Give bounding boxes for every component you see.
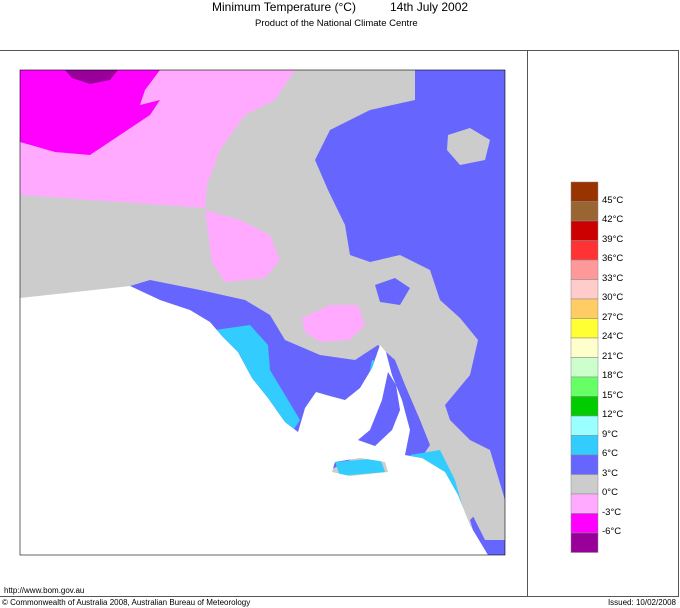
zone-3-6-east	[315, 70, 505, 555]
legend-label: 6°C	[602, 448, 618, 459]
map-subtitle: Product of the National Climate Centre	[255, 18, 418, 29]
legend-label: -3°C	[602, 506, 622, 518]
zone-6-9-island	[335, 458, 385, 476]
legend-swatch	[570, 298, 599, 319]
legend-swatch	[570, 201, 599, 222]
legend-label: 12°C	[602, 409, 624, 420]
legend-label: 9°C	[602, 428, 618, 440]
legend-swatch	[570, 240, 599, 261]
map-border	[19, 69, 506, 556]
legend-swatch	[570, 318, 599, 339]
legend-label: 3°C	[602, 467, 618, 479]
legend-swatch	[570, 279, 599, 300]
copyright: © Commonwealth of Australia 2008, Austra…	[2, 598, 251, 607]
zone-minus6-minus3	[20, 70, 160, 155]
zone-minus3-0-blob	[205, 210, 280, 282]
legend	[570, 181, 599, 553]
zone-6-9-west	[215, 325, 300, 432]
divider	[527, 50, 528, 597]
legend-swatch	[570, 493, 599, 514]
legend-swatch	[570, 337, 599, 358]
legend-swatch	[570, 474, 599, 495]
zone-minus3-0-gulf	[302, 305, 365, 342]
legend-swatch	[570, 435, 599, 456]
legend-swatch	[570, 181, 599, 202]
legend-swatch	[570, 513, 599, 534]
issued-date: Issued: 10/02/2008	[607, 598, 676, 607]
legend-swatch	[570, 357, 599, 378]
zone-0-3-island	[447, 128, 490, 165]
legend-label: 42°C	[602, 214, 624, 225]
legend-label: 45°C	[602, 194, 624, 206]
map-date: 14th July 2002	[390, 0, 469, 14]
legend-swatch	[570, 454, 599, 475]
legend-label: 18°C	[602, 370, 624, 381]
zone-0-3-southeast	[462, 445, 505, 540]
legend-swatch	[570, 415, 599, 436]
legend-label: 21°C	[602, 350, 624, 362]
legend-swatch	[570, 532, 599, 553]
legend-label: 36°C	[602, 253, 624, 264]
legend-label: 39°C	[602, 233, 624, 245]
legend-swatch	[570, 376, 599, 397]
map-title: Minimum Temperature (°C)	[212, 0, 356, 14]
map-frame	[0, 50, 679, 597]
legend-swatch	[570, 220, 599, 241]
legend-label: 0°C	[602, 487, 618, 498]
legend-label: 15°C	[602, 389, 624, 401]
zone-below-minus6	[65, 70, 118, 84]
legend-label: 24°C	[602, 331, 624, 342]
legend-swatch	[570, 396, 599, 417]
legend-label: 27°C	[602, 311, 624, 323]
legend-label: 30°C	[602, 292, 624, 303]
source-url[interactable]: http://www.bom.gov.au	[4, 586, 85, 595]
legend-label: -6°C	[602, 526, 622, 537]
legend-swatch	[570, 259, 599, 280]
legend-label: 33°C	[602, 272, 624, 284]
zone-3-6-patch	[375, 278, 410, 305]
